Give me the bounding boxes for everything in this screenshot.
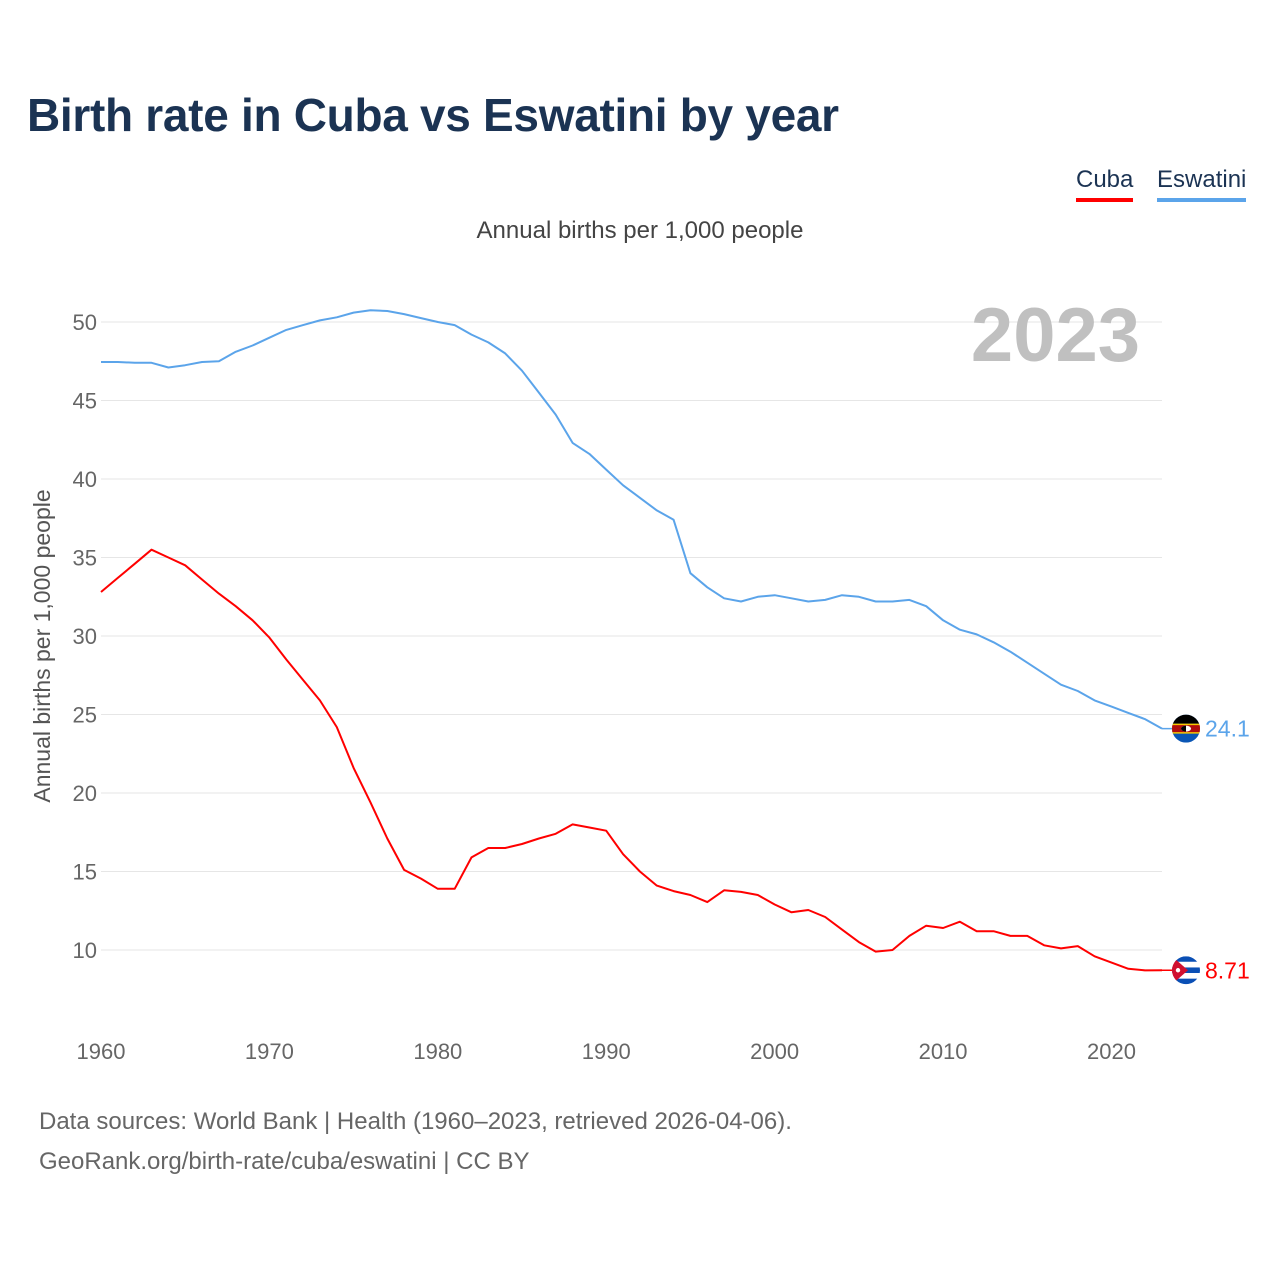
y-tick-label: 20 — [73, 781, 97, 806]
eswatini-flag-icon — [1172, 714, 1200, 743]
x-tick-label: 2010 — [919, 1039, 968, 1064]
y-tick-label: 25 — [73, 703, 97, 728]
line-chart: 10 15 20 25 30 35 40 45 50 1960 1970 1980 1990 2000 20… — [29, 293, 1250, 1064]
legend-label-cuba: Cuba — [1076, 166, 1134, 193]
series-line-cuba[interactable] — [100, 548, 1163, 972]
y-tick-label: 10 — [73, 938, 97, 963]
legend-item-eswatini[interactable]: Eswatini — [1157, 166, 1247, 202]
y-tick-label: 40 — [73, 467, 97, 492]
x-tick-label: 1980 — [413, 1039, 462, 1064]
y-tick-label: 50 — [73, 310, 97, 335]
end-value-label: 24.1 — [1205, 716, 1250, 742]
chart-subtitle: Annual births per 1,000 people — [476, 217, 804, 244]
series-line-eswatini[interactable] — [101, 309, 1163, 730]
cuba-flag-icon — [1172, 956, 1200, 985]
x-tick-label: 2020 — [1087, 1039, 1136, 1064]
x-tick-label: 1990 — [582, 1039, 631, 1064]
x-tick-label: 2000 — [750, 1039, 799, 1064]
x-tick-label: 1970 — [245, 1039, 294, 1064]
legend-label-eswatini: Eswatini — [1157, 166, 1247, 193]
y-tick-label: 35 — [73, 546, 97, 571]
source-url[interactable]: GeoRank.org/birth-rate/cuba/eswatini | C… — [39, 1148, 530, 1175]
source-line: Data sources: World Bank | Health (1960–… — [39, 1108, 792, 1135]
y-tick-label: 15 — [73, 860, 97, 885]
end-value-label: 8.71 — [1205, 957, 1250, 983]
year-watermark: 2023 — [971, 293, 1140, 378]
chart-title: Birth rate in Cuba vs Eswatini by year — [27, 89, 839, 141]
y-tick-label: 30 — [73, 624, 97, 649]
y-axis-label: Annual births per 1,000 people — [29, 489, 55, 802]
y-tick-label: 45 — [73, 389, 97, 414]
x-tick-label: 1960 — [77, 1039, 126, 1064]
legend-item-cuba[interactable]: Cuba — [1076, 166, 1134, 202]
